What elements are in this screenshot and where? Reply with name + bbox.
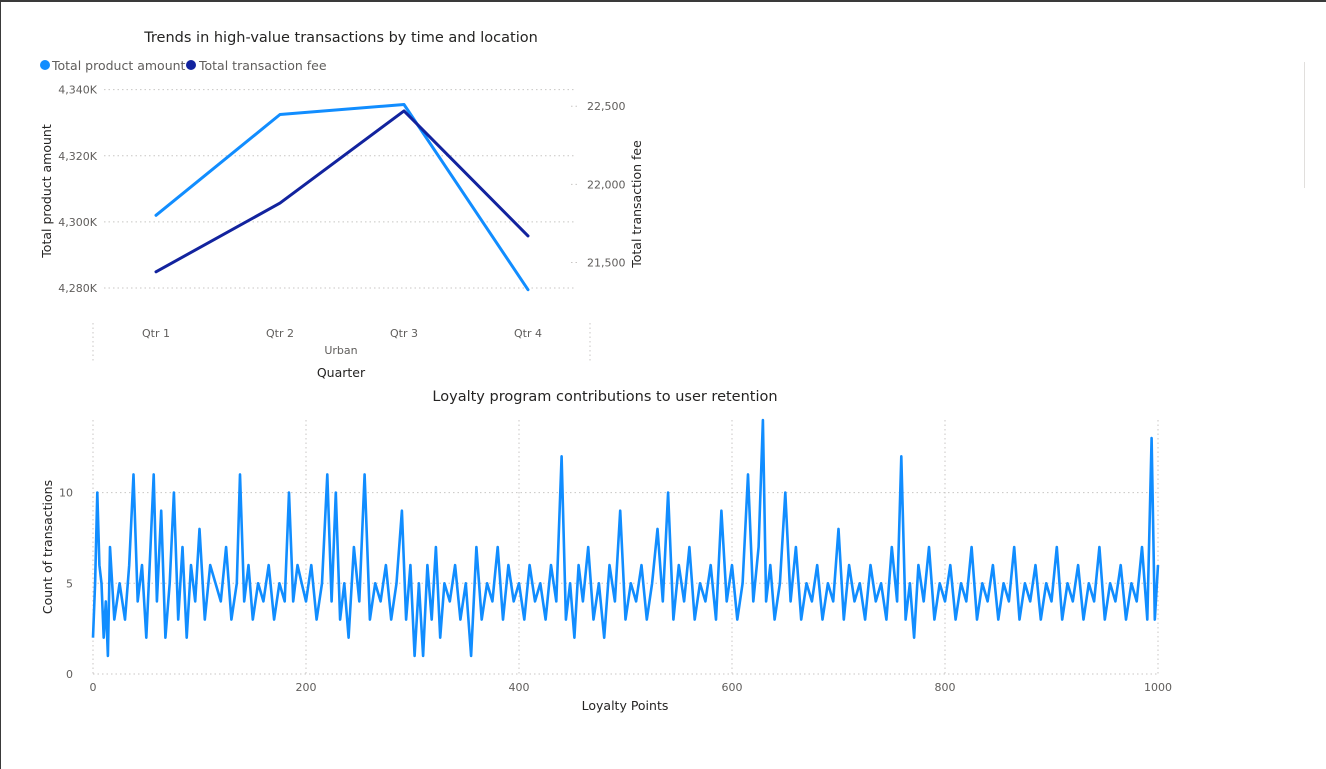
top-chart-left-axis-title: Total product amount xyxy=(39,124,54,259)
bottom-x-tick-label: 400 xyxy=(509,681,530,694)
bottom-chart-x-axis-title: Loyalty Points xyxy=(582,698,669,713)
bottom-chart-x-axis: 0 200 400 600 800 1000 xyxy=(90,681,1173,694)
top-line-chart: Trends in high-value transactions by tim… xyxy=(39,30,644,380)
top-chart-x-axis-title: Quarter xyxy=(317,365,366,380)
top-chart-legend[interactable]: Total product amount Total transaction f… xyxy=(40,58,327,73)
left-tick-label: 4,280K xyxy=(58,282,97,295)
series-line-total-product-amount xyxy=(154,103,530,292)
legend-label-total-transaction-fee: Total transaction fee xyxy=(198,58,327,73)
bottom-y-tick-label: 10 xyxy=(59,487,73,500)
x-tick-label: Qtr 1 xyxy=(142,327,170,340)
bottom-x-tick-label: 0 xyxy=(90,681,97,694)
filters-pane-edge[interactable] xyxy=(1304,62,1305,188)
top-chart-title: Trends in high-value transactions by tim… xyxy=(143,30,538,46)
top-chart-right-axis: 21,500 22,000 22,500 xyxy=(571,100,626,269)
top-chart-x-axis: Qtr 1 Qtr 2 Qtr 3 Qtr 4 xyxy=(92,323,591,362)
bottom-x-tick-label: 600 xyxy=(722,681,743,694)
left-tick-label: 4,340K xyxy=(58,84,97,97)
bottom-chart-title: Loyalty program contributions to user re… xyxy=(432,389,777,405)
bottom-x-tick-label: 200 xyxy=(296,681,317,694)
legend-marker-total-product-amount xyxy=(40,60,50,70)
right-tick-label: 22,500 xyxy=(587,100,626,113)
left-tick-label: 4,320K xyxy=(58,150,97,163)
bottom-x-tick-label: 800 xyxy=(935,681,956,694)
right-tick-label: 21,500 xyxy=(587,256,626,269)
left-tick-label: 4,300K xyxy=(58,216,97,229)
x-tick-label: Qtr 3 xyxy=(390,327,418,340)
bottom-chart-series[interactable] xyxy=(91,418,1160,658)
top-chart-right-axis-title: Total transaction fee xyxy=(629,140,644,269)
series-line-count-of-transactions xyxy=(91,418,1160,658)
bottom-y-tick-label: 5 xyxy=(66,577,73,590)
bottom-y-tick-label: 0 xyxy=(66,668,73,681)
bottom-line-chart: Loyalty program contributions to user re… xyxy=(40,389,1172,713)
bottom-x-tick-label: 1000 xyxy=(1144,681,1172,694)
right-tick-label: 22,000 xyxy=(587,178,626,191)
bottom-chart-y-axis: 0 5 10 xyxy=(59,487,73,681)
legend-marker-total-transaction-fee xyxy=(186,60,196,70)
top-chart-x-group-label: Urban xyxy=(324,344,357,357)
bottom-chart-gridlines xyxy=(92,420,1159,675)
top-chart-left-axis: 4,280K 4,300K 4,320K 4,340K xyxy=(58,84,97,295)
x-tick-label: Qtr 2 xyxy=(266,327,294,340)
bottom-chart-y-axis-title: Count of transactions xyxy=(40,480,55,614)
series-line-total-transaction-fee xyxy=(154,109,530,274)
legend-label-total-product-amount: Total product amount xyxy=(51,58,186,73)
top-chart-series[interactable] xyxy=(154,103,530,292)
x-tick-label: Qtr 4 xyxy=(514,327,542,340)
